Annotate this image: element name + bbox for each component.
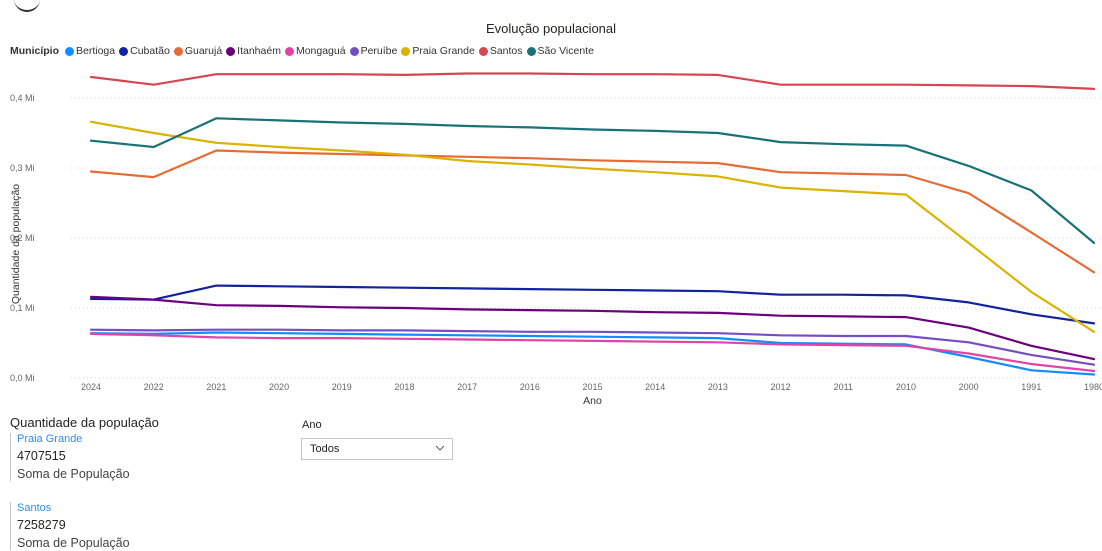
x-axis-label: Ano — [583, 395, 602, 407]
x-tick-label: 2018 — [394, 382, 414, 392]
legend-items: Bertioga Cubatão Guarujá Itanhaém Mongaguá Pe… — [65, 45, 598, 57]
legend-label: Mongaguá — [295, 45, 346, 57]
x-tick-label: 2022 — [144, 382, 164, 392]
legend-item[interactable]: Guarujá — [173, 45, 223, 57]
x-tick-label: 1980 — [1084, 382, 1102, 392]
card-label: Santos — [17, 502, 52, 514]
legend-item[interactable]: Mongaguá — [284, 45, 346, 57]
slicer-selected-value: Todos — [310, 443, 340, 455]
x-tick-label: 2014 — [645, 382, 665, 392]
x-tick-label: 1991 — [1021, 382, 1041, 392]
legend-dot-icon — [526, 46, 536, 56]
y-tick-label: 0,3 Mi — [10, 163, 35, 173]
series-line — [89, 120, 1096, 333]
chevron-down-icon — [435, 445, 445, 451]
cards-title: Quantidade da população — [10, 415, 159, 430]
legend-dot-icon — [478, 46, 488, 56]
card-subtitle: Soma de População — [17, 536, 130, 550]
series-line — [89, 328, 1096, 366]
legend-dot-icon — [401, 46, 411, 56]
x-tick-label: 2000 — [959, 382, 979, 392]
x-tick-label: 2012 — [771, 382, 791, 392]
x-tick-label: 2010 — [896, 382, 916, 392]
card-value: 4707515 — [17, 449, 66, 463]
x-tick-label: 2016 — [520, 382, 540, 392]
x-tick-label: 2011 — [834, 382, 853, 392]
series-line — [89, 117, 1096, 244]
x-tick-label: 2017 — [457, 382, 477, 392]
line-chart: 0,0 Mi 0,1 Mi 0,2 Mi 0,3 Mi 0,4 Mi 2024 2022 20… — [10, 72, 1102, 407]
legend-label: São Vicente — [537, 45, 594, 57]
legend-item[interactable]: Itanhaém — [226, 45, 281, 57]
card-santos: Santos 7258279 Soma de População — [10, 502, 130, 550]
legend-label: Guarujá — [184, 45, 223, 57]
legend-dot-icon — [65, 46, 74, 56]
card-praia-grande: Praia Grande 4707515 Soma de População — [10, 433, 130, 481]
x-tick-label: 2020 — [269, 382, 289, 392]
card-label: Praia Grande — [17, 433, 83, 445]
y-axis-label: Quantidade da população — [10, 184, 22, 304]
legend-item[interactable]: Santos — [478, 45, 523, 57]
y-tick-label: 0,1 Mi — [10, 303, 35, 313]
x-tick-label: 2024 — [81, 382, 101, 392]
year-slicer-dropdown[interactable]: Todos — [301, 438, 453, 460]
legend-dot-icon — [284, 46, 294, 56]
chart-title: Evolução populacional — [485, 21, 617, 36]
legend-item[interactable]: São Vicente — [526, 45, 594, 57]
card-value: 7258279 — [17, 518, 66, 532]
legend-label: Praia Grande — [412, 45, 475, 57]
x-tick-label: 2019 — [332, 382, 352, 392]
legend-item[interactable]: Peruíbe — [349, 45, 398, 57]
slicer-title: Ano — [302, 419, 322, 431]
legend-label: Cubatão — [130, 45, 170, 57]
x-tick-label: 2021 — [206, 382, 226, 392]
legend-dot-icon — [349, 46, 359, 56]
legend-label: Itanhaém — [237, 45, 281, 57]
legend-dot-icon — [226, 46, 236, 56]
legend-dot-icon — [173, 46, 183, 56]
x-tick-label: 2013 — [708, 382, 728, 392]
x-tick-label: 2015 — [582, 382, 602, 392]
series-line — [89, 332, 1096, 373]
legend-dot-icon — [119, 46, 129, 56]
legend-label: Peruíbe — [360, 45, 398, 57]
legend-item[interactable]: Bertioga — [65, 45, 115, 57]
card-subtitle: Soma de População — [17, 467, 130, 481]
series-line — [89, 149, 1096, 274]
legend-item[interactable]: Praia Grande — [401, 45, 475, 57]
y-tick-label: 0,2 Mi — [10, 233, 35, 243]
chart-legend: Município Bertioga Cubatão Guarujá Itanhaém… — [10, 45, 598, 57]
series-line — [89, 72, 1096, 90]
legend-label: Santos — [489, 45, 523, 57]
y-tick-label: 0,0 Mi — [10, 373, 35, 383]
legend-label: Bertioga — [76, 45, 116, 57]
series-line — [89, 295, 1096, 361]
y-tick-label: 0,4 Mi — [10, 93, 35, 103]
legend-title: Município — [10, 45, 59, 57]
legend-item[interactable]: Cubatão — [119, 45, 170, 57]
series-line — [89, 284, 1096, 325]
corner-arc-icon — [14, 0, 40, 12]
